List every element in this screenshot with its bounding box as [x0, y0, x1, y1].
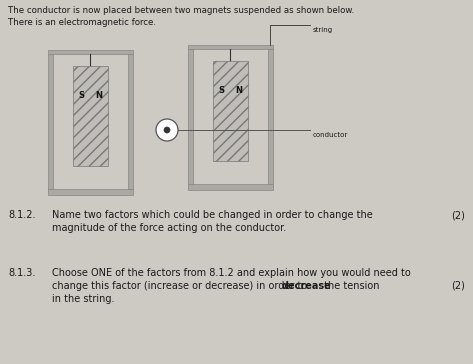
Text: S: S [78, 91, 84, 100]
Text: magnitude of the force acting on the conductor.: magnitude of the force acting on the con… [52, 223, 286, 233]
Text: There is an electromagnetic force.: There is an electromagnetic force. [8, 18, 156, 27]
Text: N: N [235, 86, 242, 95]
Text: (2): (2) [451, 281, 465, 291]
Text: string: string [313, 27, 333, 33]
Bar [187, 184, 272, 190]
Text: Name two factors which could be changed in order to change the: Name two factors which could be changed … [52, 210, 373, 220]
Bar [268, 49, 272, 184]
Bar [187, 45, 272, 49]
Bar [47, 189, 132, 195]
Text: (2): (2) [451, 210, 465, 220]
Text: N: N [95, 91, 102, 100]
Bar [47, 54, 53, 189]
Bar [212, 61, 247, 161]
Text: decrease: decrease [282, 281, 332, 291]
Text: change this factor (increase or decrease) in order to: change this factor (increase or decrease… [52, 281, 310, 291]
Text: in the string.: in the string. [52, 294, 114, 304]
Text: S: S [218, 86, 224, 95]
Circle shape [156, 119, 178, 141]
Text: the tension: the tension [321, 281, 379, 291]
Text: conductor: conductor [313, 132, 348, 138]
Circle shape [164, 127, 170, 133]
Text: 8.1.3.: 8.1.3. [8, 268, 35, 278]
Bar [47, 50, 132, 54]
Text: The conductor is now placed between two magnets suspended as shown below.: The conductor is now placed between two … [8, 6, 354, 15]
Bar [128, 54, 132, 189]
Bar [187, 49, 193, 184]
Bar [72, 66, 107, 166]
Text: 8.1.2.: 8.1.2. [8, 210, 35, 220]
Text: Choose ONE of the factors from 8.1.2 and explain how you would need to: Choose ONE of the factors from 8.1.2 and… [52, 268, 411, 278]
